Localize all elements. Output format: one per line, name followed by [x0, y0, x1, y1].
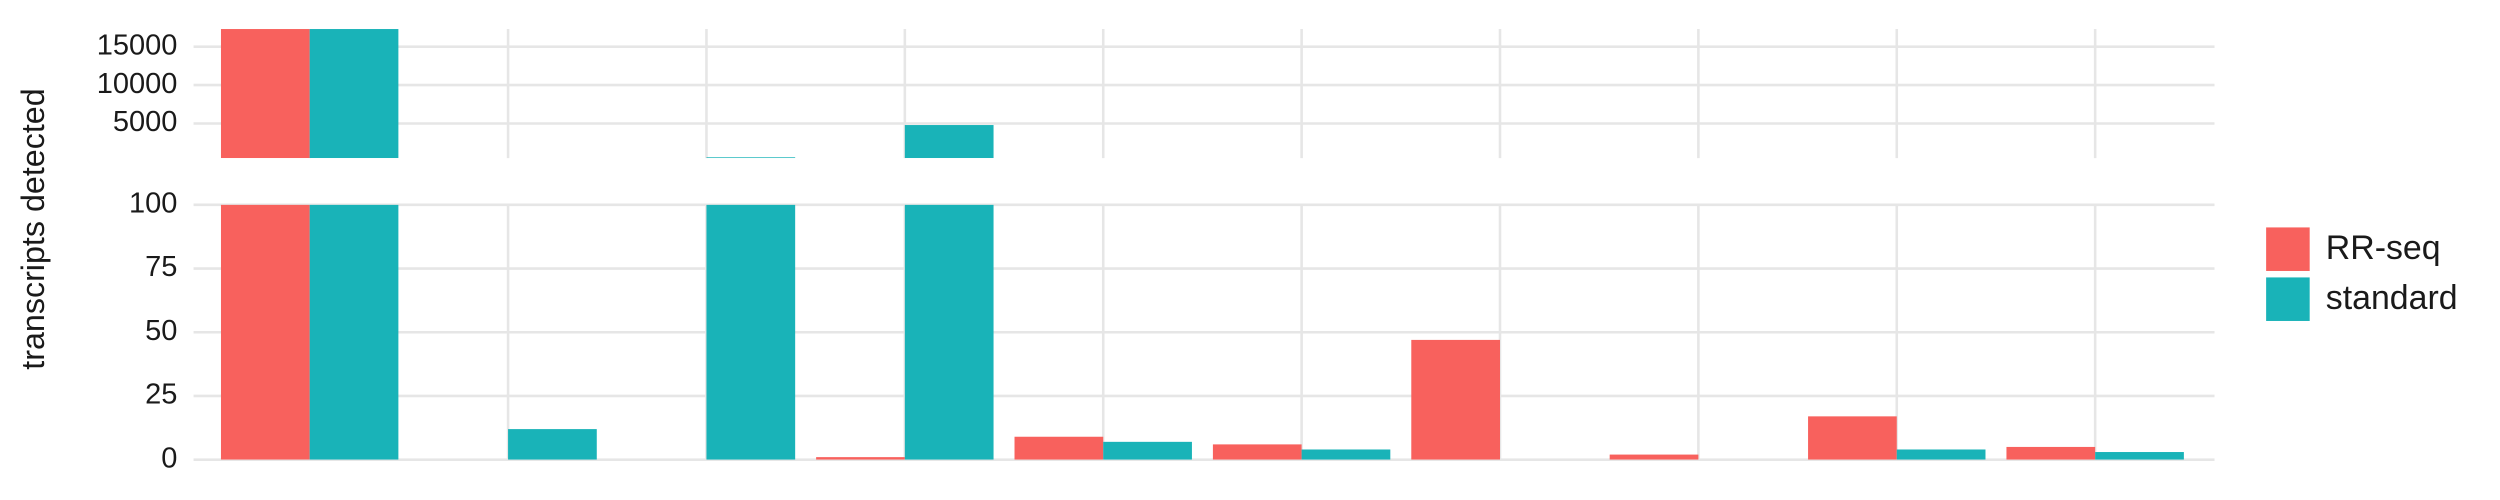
- bar: [1212, 158, 1302, 159]
- bar: [1411, 158, 1500, 159]
- bar: [1103, 441, 1192, 460]
- bar: [1609, 454, 1699, 460]
- y-tick-label: 25: [145, 379, 177, 411]
- bar: [220, 29, 310, 159]
- bar: [309, 29, 399, 159]
- bar: [1212, 444, 1302, 460]
- legend-label: RR-seq: [2326, 229, 2441, 267]
- bar: [1301, 158, 1391, 159]
- bar: [1301, 449, 1391, 460]
- y-tick-label: 10000: [97, 68, 178, 100]
- bar: [1808, 158, 1897, 159]
- bar: [2095, 158, 2184, 159]
- y-tick-label: 75: [145, 251, 177, 283]
- bar: [2006, 158, 2096, 159]
- bar: [220, 204, 310, 460]
- bar: [1698, 158, 1788, 159]
- y-tick-label: 100: [129, 188, 177, 220]
- y-tick-label: 0: [161, 442, 177, 474]
- bar: [816, 158, 905, 159]
- bar: [508, 429, 597, 460]
- bar: [1896, 449, 1986, 460]
- bar: [508, 158, 597, 159]
- y-axis-label: transcripts detected: [15, 88, 51, 369]
- panel-bars: [220, 204, 2184, 460]
- bar: [1014, 436, 1104, 460]
- y-tick-label: 50: [145, 315, 177, 347]
- bar: [816, 457, 905, 460]
- bar: [1609, 158, 1699, 159]
- bar: [1103, 158, 1192, 159]
- legend-label: standard: [2326, 279, 2458, 317]
- bar: [904, 125, 994, 159]
- bar: [1896, 158, 1986, 159]
- bar: [309, 204, 399, 460]
- bar: [419, 158, 509, 159]
- bar: [1014, 158, 1104, 159]
- bar: [706, 204, 796, 460]
- y-tick-label: 5000: [113, 106, 178, 138]
- bar: [706, 157, 796, 159]
- bar: [904, 204, 994, 460]
- bar: [1500, 158, 1589, 159]
- bar: [2095, 452, 2184, 460]
- bar: [1411, 339, 1500, 460]
- legend-swatch: [2266, 277, 2310, 321]
- bar: [2006, 446, 2096, 460]
- bar: [617, 158, 707, 159]
- panel-bars: [220, 29, 2184, 159]
- y-tick-label: 15000: [97, 29, 178, 61]
- legend-swatch: [2266, 227, 2310, 271]
- bar: [1808, 416, 1897, 460]
